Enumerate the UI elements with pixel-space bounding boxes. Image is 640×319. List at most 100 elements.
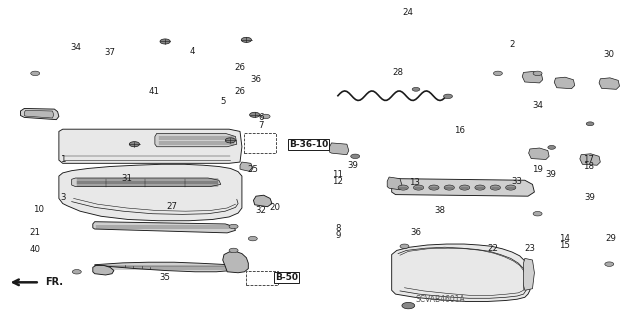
Circle shape bbox=[460, 185, 470, 190]
Text: 31: 31 bbox=[121, 174, 132, 182]
Text: 10: 10 bbox=[33, 205, 44, 214]
Text: 22: 22 bbox=[487, 244, 499, 253]
Circle shape bbox=[444, 94, 452, 99]
Text: 23: 23 bbox=[524, 244, 536, 253]
Circle shape bbox=[250, 112, 260, 117]
Text: 36: 36 bbox=[250, 75, 262, 84]
Circle shape bbox=[412, 87, 420, 91]
Circle shape bbox=[31, 71, 40, 76]
Circle shape bbox=[72, 270, 81, 274]
Text: 18: 18 bbox=[583, 162, 595, 171]
Text: 3: 3 bbox=[60, 193, 65, 202]
Polygon shape bbox=[20, 108, 59, 120]
Text: 2: 2 bbox=[509, 40, 515, 49]
Text: 21: 21 bbox=[29, 228, 41, 237]
Text: 39: 39 bbox=[545, 170, 556, 179]
Circle shape bbox=[400, 244, 409, 249]
Polygon shape bbox=[59, 129, 242, 163]
Polygon shape bbox=[93, 265, 114, 275]
Text: 6: 6 bbox=[259, 113, 264, 122]
Polygon shape bbox=[387, 177, 402, 190]
Text: 37: 37 bbox=[104, 48, 116, 57]
Polygon shape bbox=[95, 262, 236, 272]
Circle shape bbox=[225, 138, 236, 143]
Circle shape bbox=[413, 185, 424, 190]
Circle shape bbox=[493, 71, 502, 76]
Text: 9: 9 bbox=[335, 231, 340, 240]
Text: B-50: B-50 bbox=[275, 273, 298, 282]
Text: 41: 41 bbox=[148, 87, 159, 96]
Circle shape bbox=[229, 248, 238, 253]
Circle shape bbox=[533, 71, 542, 76]
Polygon shape bbox=[580, 154, 600, 165]
Text: 17: 17 bbox=[583, 155, 595, 164]
Text: 12: 12 bbox=[332, 177, 344, 186]
Text: 19: 19 bbox=[532, 165, 543, 174]
Circle shape bbox=[533, 211, 542, 216]
Polygon shape bbox=[155, 133, 237, 147]
Circle shape bbox=[586, 122, 594, 126]
Text: 29: 29 bbox=[606, 234, 616, 243]
Text: 32: 32 bbox=[255, 206, 267, 215]
Polygon shape bbox=[24, 110, 54, 118]
Polygon shape bbox=[223, 251, 248, 273]
Polygon shape bbox=[524, 258, 534, 290]
Polygon shape bbox=[529, 148, 549, 160]
Text: 30: 30 bbox=[604, 50, 615, 59]
Circle shape bbox=[475, 185, 485, 190]
Text: 4: 4 bbox=[189, 47, 195, 56]
Text: B-36-10: B-36-10 bbox=[289, 140, 328, 149]
Polygon shape bbox=[253, 195, 272, 207]
Text: 39: 39 bbox=[348, 161, 358, 170]
Text: 7: 7 bbox=[259, 121, 264, 130]
Polygon shape bbox=[72, 178, 221, 187]
Text: 34: 34 bbox=[70, 43, 81, 52]
Circle shape bbox=[261, 114, 270, 119]
Circle shape bbox=[398, 185, 408, 190]
Circle shape bbox=[402, 302, 415, 309]
Text: 15: 15 bbox=[559, 241, 570, 250]
Circle shape bbox=[444, 185, 454, 190]
Circle shape bbox=[548, 145, 556, 149]
Polygon shape bbox=[392, 244, 530, 301]
Text: 5: 5 bbox=[220, 97, 225, 106]
Circle shape bbox=[160, 39, 170, 44]
Text: 34: 34 bbox=[532, 101, 543, 110]
Polygon shape bbox=[93, 222, 236, 233]
Circle shape bbox=[129, 142, 140, 147]
Text: 13: 13 bbox=[409, 178, 420, 187]
Circle shape bbox=[605, 262, 614, 266]
Text: 36: 36 bbox=[410, 228, 422, 237]
Text: 1: 1 bbox=[60, 155, 65, 164]
Polygon shape bbox=[392, 179, 534, 196]
Text: 16: 16 bbox=[454, 126, 465, 135]
Circle shape bbox=[241, 37, 252, 42]
Circle shape bbox=[506, 185, 516, 190]
Text: SCVAB4601A: SCVAB4601A bbox=[415, 295, 465, 304]
Bar bbox=[244, 133, 276, 153]
Polygon shape bbox=[240, 162, 253, 172]
Text: 25: 25 bbox=[247, 165, 259, 174]
Bar bbox=[246, 271, 278, 285]
Text: 26: 26 bbox=[234, 63, 246, 72]
Text: 8: 8 bbox=[335, 224, 340, 233]
Text: 20: 20 bbox=[269, 203, 281, 212]
Circle shape bbox=[490, 185, 500, 190]
Polygon shape bbox=[330, 143, 349, 155]
Text: 40: 40 bbox=[29, 245, 41, 254]
Text: FR.: FR. bbox=[45, 277, 63, 287]
Circle shape bbox=[229, 224, 238, 229]
Circle shape bbox=[248, 236, 257, 241]
Text: 33: 33 bbox=[511, 177, 523, 186]
Polygon shape bbox=[522, 71, 543, 83]
Polygon shape bbox=[599, 78, 620, 89]
Text: 27: 27 bbox=[166, 202, 177, 211]
Text: 26: 26 bbox=[234, 87, 246, 96]
Text: 35: 35 bbox=[159, 273, 171, 282]
Circle shape bbox=[351, 154, 360, 159]
Text: 14: 14 bbox=[559, 234, 570, 243]
Text: 38: 38 bbox=[435, 206, 446, 215]
Text: 28: 28 bbox=[392, 68, 404, 77]
Text: 24: 24 bbox=[403, 8, 414, 17]
Text: 11: 11 bbox=[332, 170, 344, 179]
